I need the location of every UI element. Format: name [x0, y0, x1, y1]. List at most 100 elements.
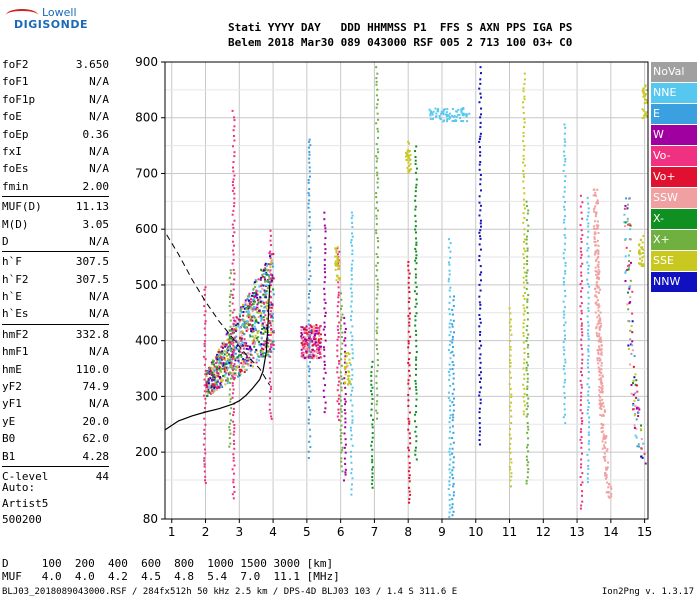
echo-point [260, 284, 263, 287]
echo-point [375, 348, 378, 351]
echo-point [231, 382, 234, 385]
echo-point [375, 223, 378, 226]
echo-point [579, 403, 582, 406]
echo-point [309, 341, 312, 344]
echo-point [408, 297, 411, 300]
echo-point [223, 370, 226, 373]
echo-point [256, 290, 259, 293]
echo-point [407, 269, 410, 272]
echo-point [245, 369, 248, 372]
echo-point [228, 276, 231, 279]
echo-point [232, 161, 235, 164]
echo-point [247, 364, 250, 367]
echo-point [235, 324, 238, 327]
echo-point [451, 325, 454, 328]
echo-point [479, 66, 482, 69]
echo-point [308, 256, 311, 259]
echo-point [233, 205, 236, 208]
echo-point [478, 214, 481, 217]
echo-point [414, 305, 417, 308]
echo-point [593, 253, 596, 256]
echo-point [270, 415, 273, 418]
echo-point [414, 214, 417, 217]
echo-point [209, 369, 212, 372]
echo-point [375, 274, 378, 277]
echo-point [562, 310, 565, 313]
echo-point [343, 339, 346, 342]
echo-point [252, 287, 255, 290]
echo-point [375, 83, 378, 86]
echo-point [205, 382, 208, 385]
echo-point [413, 290, 416, 293]
echo-point [377, 151, 380, 154]
echo-point [581, 331, 584, 334]
echo-point [526, 425, 529, 428]
echo-point [597, 252, 600, 255]
echo-point [243, 320, 246, 323]
param-row: MUF(D) 11.13 [2, 198, 109, 215]
echo-point [228, 371, 231, 374]
echo-point [644, 84, 647, 87]
echo-point [525, 238, 528, 241]
param-name: foF1p [2, 92, 36, 106]
echo-point [212, 367, 215, 370]
echo-point [262, 272, 265, 275]
echo-point [307, 381, 310, 384]
echo-point [249, 320, 252, 323]
echo-point [269, 397, 272, 400]
echo-point [308, 166, 311, 169]
echo-point [448, 308, 451, 311]
param-name: h`Es [2, 307, 29, 321]
echo-point [250, 330, 253, 333]
echo-point [594, 228, 597, 231]
echo-point [479, 219, 482, 222]
echo-point [233, 349, 236, 352]
echo-point [203, 407, 206, 410]
echo-point [219, 356, 222, 359]
echo-point [207, 382, 210, 385]
echo-point [637, 443, 640, 446]
echo-point [447, 238, 450, 241]
echo-point [256, 311, 259, 314]
echo-point [215, 388, 218, 391]
param-value: N/A [89, 234, 109, 248]
echo-point [587, 211, 590, 214]
echo-point [607, 495, 610, 498]
echo-point [226, 378, 229, 381]
echo-point [270, 371, 273, 374]
digisonde-logo: Lowell DIGISONDE [4, 6, 87, 40]
echo-point [563, 396, 566, 399]
echo-point [408, 437, 411, 440]
echo-point [243, 360, 246, 363]
echo-point [580, 312, 583, 315]
echo-point [597, 306, 600, 309]
echo-point [208, 390, 211, 393]
x-tick-label: 3 [235, 525, 243, 539]
echo-point [581, 472, 584, 475]
echo-point [237, 361, 240, 364]
echo-point [525, 329, 528, 332]
echo-point [231, 240, 234, 243]
echo-point [508, 359, 511, 362]
echo-point [254, 286, 257, 289]
echo-point [307, 396, 310, 399]
echo-point [452, 510, 455, 513]
echo-point [526, 446, 529, 449]
echo-point [564, 158, 567, 161]
echo-point [456, 114, 459, 117]
echo-point [313, 349, 316, 352]
echo-point [580, 280, 583, 283]
echo-point [204, 358, 207, 361]
echo-point [407, 264, 410, 267]
echo-point [240, 355, 243, 358]
echo-point [603, 435, 606, 438]
echo-point [212, 363, 215, 366]
echo-point [605, 450, 608, 453]
echo-point [211, 373, 214, 376]
echo-point [237, 365, 240, 368]
echo-point [256, 353, 259, 356]
echo-point [594, 241, 597, 244]
echo-point [407, 330, 410, 333]
param-name: yF2 [2, 380, 22, 394]
echo-point [307, 356, 310, 359]
